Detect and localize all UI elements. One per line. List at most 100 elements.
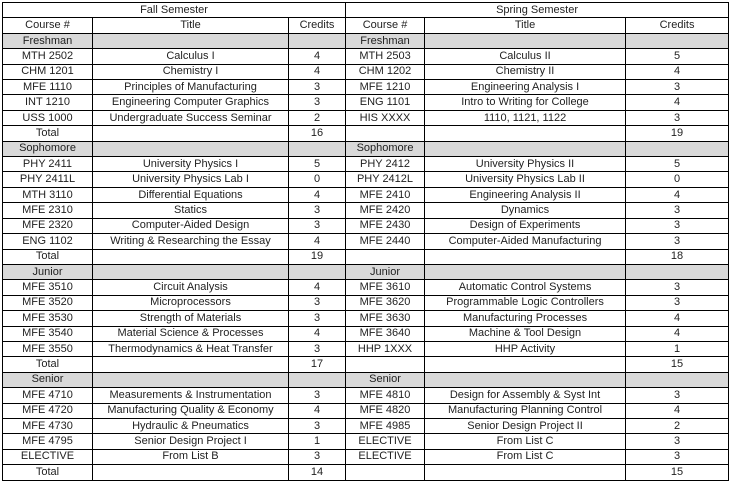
credits-cell: 0 <box>625 171 730 188</box>
course-title-cell: Chemistry I <box>92 63 289 81</box>
course-row: CHM 1201 Chemistry I 4 CHM 1202 Chemistry II… <box>2 63 730 81</box>
course-number-cell: MFE 4720 <box>2 402 93 419</box>
credits-cell: 4 <box>287 279 347 296</box>
course-title-cell: Calculus I <box>92 48 289 65</box>
credits-cell: 3 <box>625 433 730 450</box>
course-number-cell: CHM 1202 <box>345 63 426 81</box>
course-title-cell: Computer-Aided Design <box>92 217 289 235</box>
total-row: Total 17 15 <box>2 356 730 373</box>
course-title-cell: Engineering Computer Graphics <box>92 94 289 111</box>
course-title-cell: From List B <box>92 448 289 466</box>
section-label-cell: Senior <box>345 371 426 389</box>
section-empty-cell <box>424 371 627 389</box>
course-number-cell: MFE 3550 <box>2 340 93 358</box>
section-label-cell: Freshman <box>2 32 93 50</box>
course-number-cell: MFE 4710 <box>2 387 93 404</box>
credits-cell: 3 <box>287 387 347 404</box>
total-credits-cell: 19 <box>287 248 347 265</box>
section-empty-cell <box>92 140 289 158</box>
credits-cell: 3 <box>625 202 730 219</box>
course-title-cell: Senior Design Project I <box>92 433 289 450</box>
course-number-cell: MTH 3110 <box>2 186 93 204</box>
total-empty-cell <box>92 248 289 265</box>
course-title-cell: Hydraulic & Pneumatics <box>92 417 289 435</box>
course-title-cell: Computer-Aided Manufacturing <box>424 233 627 250</box>
credits-cell: 4 <box>625 325 730 342</box>
total-empty-cell <box>424 248 627 265</box>
course-title-cell: Intro to Writing for College <box>424 94 627 111</box>
credits-cell: 0 <box>287 171 347 188</box>
course-number-cell: MFE 3530 <box>2 310 93 327</box>
course-title-cell: Microprocessors <box>92 294 289 312</box>
course-number-cell: MFE 3640 <box>345 325 426 342</box>
course-number-cell: MFE 4820 <box>345 402 426 419</box>
section-empty-cell <box>92 371 289 389</box>
credits-cell: 5 <box>287 156 347 173</box>
section-empty-cell <box>287 140 347 158</box>
total-label-cell: Total <box>2 464 93 481</box>
credits-cell: 4 <box>287 186 347 204</box>
section-empty-cell <box>424 140 627 158</box>
credits-cell: 4 <box>625 94 730 111</box>
total-credits-cell: 18 <box>625 248 730 265</box>
course-number-cell: MFE 2410 <box>345 186 426 204</box>
course-title-cell: Material Science & Processes <box>92 325 289 342</box>
total-empty-cell <box>92 464 289 481</box>
total-credits-cell: 19 <box>625 125 730 142</box>
credits-cell: 3 <box>287 340 347 358</box>
course-row: MFE 4730 Hydraulic & Pneumatics 3 MFE 4985 S… <box>2 417 730 435</box>
course-row: MFE 1110 Principles of Manufacturing 3 MFE … <box>2 79 730 96</box>
course-number-cell: MFE 4810 <box>345 387 426 404</box>
course-number-cell: MFE 3610 <box>345 279 426 296</box>
course-number-cell: ENG 1101 <box>345 94 426 111</box>
course-row: PHY 2411 University Physics I 5 PHY 2412 Uni… <box>2 156 730 173</box>
course-row: MFE 4710 Measurements & Instrumentation 3 M… <box>2 387 730 404</box>
course-title-cell: Senior Design Project II <box>424 417 627 435</box>
section-row-freshman: Freshman Freshman <box>2 32 730 50</box>
credits-cell: 3 <box>625 233 730 250</box>
course-number-cell: ELECTIVE <box>345 448 426 466</box>
total-label-cell: Total <box>2 356 93 373</box>
course-title-cell: Design for Assembly & Syst Int <box>424 387 627 404</box>
course-number-cell: ELECTIVE <box>345 433 426 450</box>
credits-cell: 4 <box>287 325 347 342</box>
course-title-cell: Engineering Analysis I <box>424 79 627 96</box>
total-credits-cell: 15 <box>625 356 730 373</box>
course-number-cell: ENG 1102 <box>2 233 93 250</box>
course-title-cell: Design of Experiments <box>424 217 627 235</box>
course-title-cell: Automatic Control Systems <box>424 279 627 296</box>
credits-cell: 3 <box>287 448 347 466</box>
course-title-cell: Manufacturing Processes <box>424 310 627 327</box>
credits-cell: 3 <box>287 217 347 235</box>
column-header-course-spring: Course # <box>345 17 426 34</box>
total-label-cell <box>345 248 426 265</box>
course-title-cell: Differential Equations <box>92 186 289 204</box>
course-number-cell: MFE 4985 <box>345 417 426 435</box>
section-empty-cell <box>625 371 730 389</box>
course-title-cell: Undergraduate Success Seminar <box>92 109 289 127</box>
credits-cell: 3 <box>287 294 347 312</box>
section-label-cell: Senior <box>2 371 93 389</box>
course-title-cell: From List C <box>424 448 627 466</box>
course-number-cell: MFE 2440 <box>345 233 426 250</box>
credits-cell: 3 <box>287 417 347 435</box>
section-empty-cell <box>287 32 347 50</box>
course-row: ENG 1102 Writing & Researching the Essay 4… <box>2 233 730 250</box>
credits-cell: 4 <box>625 310 730 327</box>
course-title-cell: Strength of Materials <box>92 310 289 327</box>
section-empty-cell <box>424 32 627 50</box>
credits-cell: 3 <box>287 202 347 219</box>
credits-cell: 3 <box>625 279 730 296</box>
credits-cell: 3 <box>625 217 730 235</box>
column-header-credits-fall: Credits <box>287 17 347 34</box>
course-row: MFE 3530 Strength of Materials 3 MFE 3630 Ma… <box>2 310 730 327</box>
column-header-row: Course # Title Credits Course # Title Cr… <box>2 17 730 34</box>
course-number-cell: MFE 3520 <box>2 294 93 312</box>
course-number-cell: PHY 2412L <box>345 171 426 188</box>
total-credits-cell: 16 <box>287 125 347 142</box>
total-label-cell <box>345 356 426 373</box>
course-title-cell: 1110, 1121, 1122 <box>424 109 627 127</box>
course-number-cell: MFE 3510 <box>2 279 93 296</box>
course-title-cell: University Physics Lab I <box>92 171 289 188</box>
credits-cell: 4 <box>287 402 347 419</box>
